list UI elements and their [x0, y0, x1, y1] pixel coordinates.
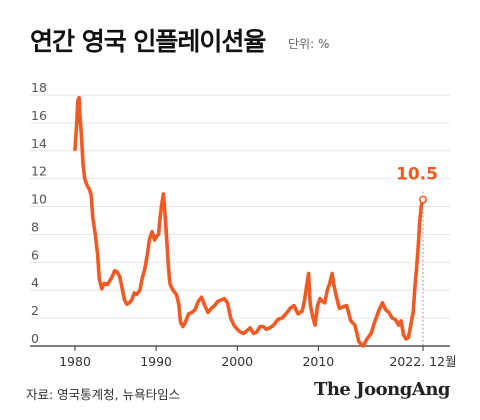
x-tick-label: 2000 [221, 354, 253, 369]
y-tick-label: 4 [31, 275, 39, 290]
y-tick-label: 10 [31, 192, 47, 207]
x-tick-label: 2010 [302, 354, 334, 369]
x-tick-label: 2022. 12월 [389, 354, 456, 369]
y-tick-label: 14 [31, 136, 47, 151]
x-tick-label: 1990 [140, 354, 172, 369]
y-tick-label: 12 [31, 164, 47, 179]
brand-logo: The JoongAng [313, 379, 451, 400]
chart-title: 연간 영국 인플레이션율 [30, 27, 266, 56]
latest-value-label: 10.5 [396, 165, 438, 185]
unit-label: 단위: % [288, 37, 330, 51]
source-note: 자료: 영국통계청, 뉴욕타임스 [26, 387, 181, 402]
latest-point-marker [418, 195, 427, 204]
series-line-inflation [73, 96, 425, 348]
y-tick-label: 16 [31, 108, 47, 123]
y-tick-label: 2 [31, 303, 39, 318]
x-tick-label: 1980 [59, 354, 91, 369]
y-tick-label: 8 [31, 219, 39, 234]
y-tick-label: 0 [31, 331, 39, 346]
y-tick-label: 6 [31, 247, 39, 262]
y-tick-label: 18 [31, 80, 47, 95]
